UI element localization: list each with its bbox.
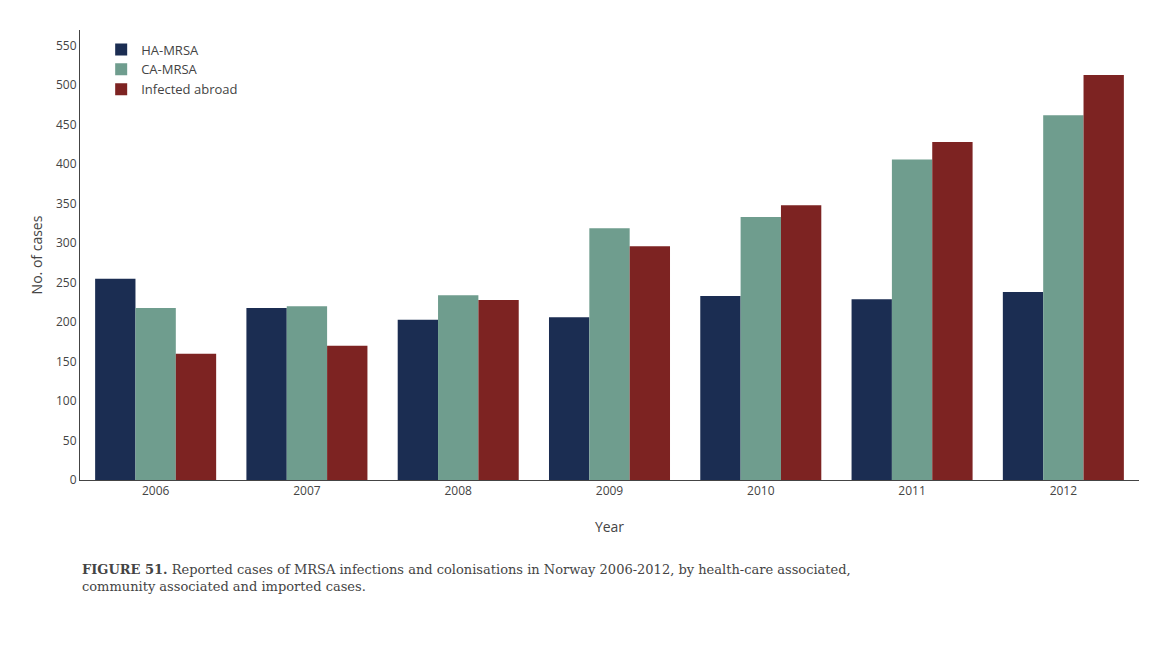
svg-text:100: 100 xyxy=(56,392,77,409)
svg-text:50: 50 xyxy=(63,432,77,449)
svg-text:250: 250 xyxy=(56,274,77,291)
svg-text:Infected abroad: Infected abroad xyxy=(141,80,237,98)
svg-text:2007: 2007 xyxy=(293,482,321,499)
svg-text:HA-MRSA: HA-MRSA xyxy=(141,41,199,59)
svg-text:300: 300 xyxy=(56,234,77,251)
svg-text:2011: 2011 xyxy=(898,482,925,499)
svg-text:500: 500 xyxy=(56,76,77,93)
svg-text:2012: 2012 xyxy=(1050,482,1078,499)
svg-text:550: 550 xyxy=(56,37,77,54)
svg-text:No. of cases: No. of cases xyxy=(27,215,46,294)
svg-text:2010: 2010 xyxy=(747,482,775,499)
svg-text:FIGURE 51. Reported cases of M: FIGURE 51. Reported cases of MRSA infect… xyxy=(82,562,851,594)
svg-text:2006: 2006 xyxy=(142,482,170,499)
svg-text:150: 150 xyxy=(56,353,77,370)
svg-text:2008: 2008 xyxy=(444,482,472,499)
svg-text:2009: 2009 xyxy=(596,482,624,499)
svg-text:200: 200 xyxy=(56,313,77,330)
svg-text:450: 450 xyxy=(56,116,77,133)
svg-text:350: 350 xyxy=(56,195,77,212)
svg-text:Year: Year xyxy=(595,517,624,536)
svg-text:400: 400 xyxy=(56,155,77,172)
svg-text:CA-MRSA: CA-MRSA xyxy=(141,60,197,78)
svg-text:0: 0 xyxy=(70,471,77,488)
